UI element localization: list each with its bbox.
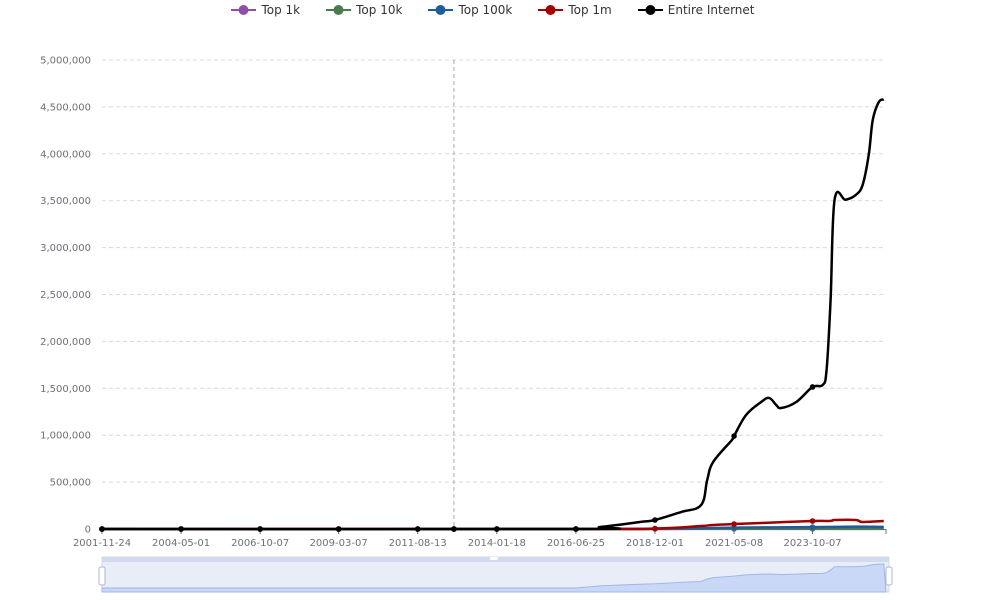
data-zoom-preview [101,563,887,593]
data-point [809,518,816,524]
data-point [652,517,658,523]
x-tick-label: 2016-06-25 [547,538,605,549]
x-tick-label: 2011-08-13 [389,538,447,549]
y-tick-label: 0 [85,525,91,536]
legend-item[interactable]: Entire Internet [637,3,755,17]
data-point [414,526,421,532]
legend-label: Top 10k [356,3,403,17]
data-zoom-move-handle [490,557,498,560]
data-zoom-handle[interactable] [885,566,893,586]
y-tick-label: 1,500,000 [40,384,91,395]
legend-item[interactable]: Top 100k [428,3,512,17]
legend-label: Top 1m [568,3,612,17]
legend-item[interactable]: Top 1m [538,3,612,17]
data-point [257,526,263,532]
legend-marker-icon [428,5,454,15]
y-tick-label: 4,500,000 [40,102,91,113]
data-point [731,433,737,439]
data-point [809,524,816,530]
y-tick-label: 500,000 [50,478,91,489]
legend-label: Top 1k [261,3,301,17]
legend-marker-icon [637,5,663,15]
series-line-entire-internet [101,98,885,531]
y-tick-label: 3,000,000 [40,243,91,254]
x-tick-label: 2018-12-01 [626,538,684,549]
data-zoom-handle[interactable] [98,566,106,586]
y-tick-label: 3,500,000 [40,196,91,207]
y-tick-label: 2,000,000 [40,337,91,348]
legend-item[interactable]: Top 10k [326,3,402,17]
data-point [731,521,737,527]
legend: Top 1k Top 10k Top 100k Top 1m Entire Intern… [0,3,986,17]
x-tick-label: 2006-10-07 [231,538,289,549]
x-tick-label: 2021-05-08 [705,538,763,549]
data-point [809,384,816,390]
legend-item[interactable]: Top 1k [231,3,300,17]
x-tick-label: 2004-05-01 [152,538,210,549]
data-point [178,526,184,532]
data-point [451,526,457,532]
data-point [335,526,342,532]
legend-marker-icon [326,5,352,15]
x-tick-label: 2009-03-07 [310,538,368,549]
y-tick-label: 1,000,000 [40,431,91,442]
x-tick-label: 2014-01-18 [468,538,526,549]
data-point [652,525,658,532]
legend-marker-icon [231,5,257,15]
y-tick-label: 5,000,000 [40,56,91,67]
legend-label: Entire Internet [667,3,755,17]
x-tick-label: 2023-10-07 [783,538,841,549]
legend-marker-icon [538,5,564,15]
data-point [494,526,500,532]
x-tick-label: 2001-11-24 [73,538,131,549]
y-tick-label: 4,000,000 [40,149,91,160]
y-tick-label: 2,500,000 [40,290,91,301]
data-point [99,526,105,532]
legend-label: Top 100k [458,3,513,17]
data-point [573,526,579,532]
